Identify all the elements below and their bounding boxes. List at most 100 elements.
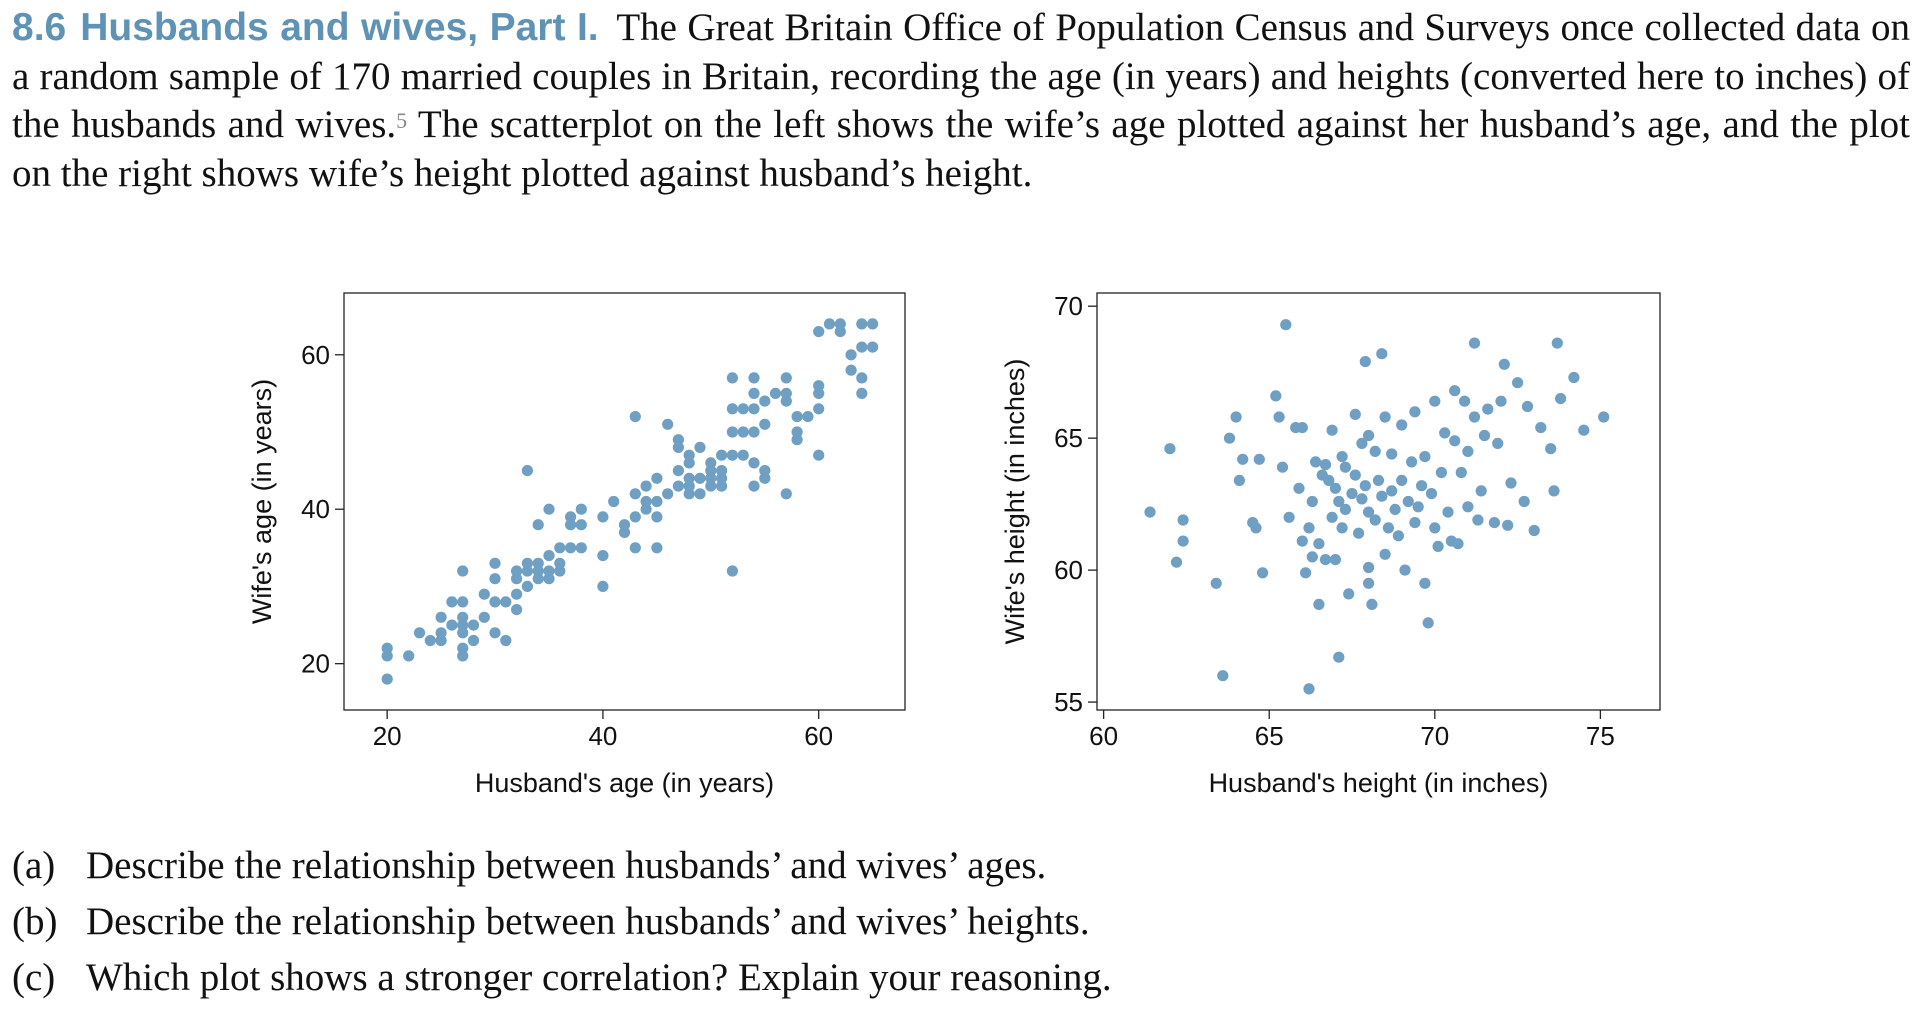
scatter-point <box>608 495 620 508</box>
scatter-point <box>1343 588 1355 600</box>
scatter-point <box>651 511 663 523</box>
scatter-point <box>1578 424 1590 436</box>
scatter-point <box>1300 567 1312 579</box>
scatter-point <box>748 457 760 469</box>
scatter-point <box>640 480 652 492</box>
scatter-point <box>780 395 792 407</box>
scatter-point <box>543 550 555 562</box>
scatter-point <box>1329 554 1341 566</box>
scatter-point <box>769 387 782 399</box>
question-label: (a) <box>12 844 56 887</box>
scatter-point <box>1409 406 1421 418</box>
scatter-point <box>759 472 771 484</box>
y-tick-label: 65 <box>1054 423 1083 453</box>
scatter-point <box>813 403 825 415</box>
scatter-point <box>1386 448 1398 460</box>
x-tick-label: 70 <box>1420 721 1449 751</box>
scatter-point <box>1296 535 1308 547</box>
scatter-point <box>1336 451 1348 463</box>
scatter-point <box>1379 411 1391 423</box>
scatter-point <box>1482 403 1494 415</box>
scatter-point <box>478 611 490 623</box>
scatter-point <box>1505 477 1517 489</box>
scatter-point <box>683 457 695 469</box>
y-tick-label: 55 <box>1054 687 1083 717</box>
scatter-point <box>1462 501 1474 513</box>
scatter-point <box>565 511 577 523</box>
scatter-point <box>489 573 501 585</box>
scatter-point <box>1495 395 1507 407</box>
scatter-point <box>1313 598 1325 611</box>
scatter-point <box>1283 511 1295 523</box>
scatter-point <box>1270 390 1282 402</box>
scatter-point <box>521 565 534 577</box>
scatter-point <box>1521 400 1534 413</box>
scatter-point <box>780 387 792 399</box>
scatter-point <box>737 403 749 415</box>
scatter-point <box>381 673 393 685</box>
scatter-point <box>726 372 739 384</box>
scatter-point <box>672 434 685 446</box>
scatter-point <box>651 472 663 484</box>
scatter-point <box>726 426 739 438</box>
scatter-point <box>1459 395 1471 407</box>
scatter-point <box>1333 495 1345 508</box>
scatter-point <box>424 634 436 647</box>
scatter-point <box>565 519 577 531</box>
scatter-point <box>1349 469 1361 481</box>
scatter-point <box>1356 493 1368 505</box>
scatter-point <box>1177 514 1189 526</box>
scatter-point <box>726 403 739 415</box>
scatter-point <box>1276 461 1289 473</box>
scatter-point <box>543 573 555 585</box>
scatter-point <box>629 411 641 423</box>
scatter-point <box>1462 445 1474 457</box>
scatter-point <box>597 580 609 593</box>
scatter-point <box>716 449 728 461</box>
scatter-point <box>1369 445 1381 457</box>
x-tick-label: 40 <box>588 721 617 751</box>
scatter-point <box>532 557 544 569</box>
scatter-point <box>1336 522 1348 534</box>
scatter-point <box>1492 437 1504 449</box>
scatter-point <box>1449 435 1461 447</box>
scatter-point <box>521 465 534 477</box>
scatter-point <box>1296 422 1308 434</box>
scatter-point <box>1412 501 1424 513</box>
scatter-point <box>403 650 415 662</box>
scatter-point <box>1419 577 1431 589</box>
question-c: (c) Which plot shows a stronger correlat… <box>12 950 1892 1006</box>
scatter-point <box>705 457 717 469</box>
scatter-point <box>1468 411 1481 423</box>
scatter-point <box>565 542 577 554</box>
scatter-point <box>510 588 523 600</box>
scatter-point <box>543 565 555 577</box>
scatter-point <box>726 565 739 577</box>
scatter-point <box>705 472 717 484</box>
scatter-point <box>1333 651 1345 663</box>
scatter-point <box>1359 356 1371 368</box>
scatter-point <box>672 441 685 453</box>
scatter-point <box>1310 456 1322 468</box>
question-list: (a) Describe the relationship between hu… <box>12 838 1892 1006</box>
x-tick-label: 65 <box>1255 721 1284 751</box>
scatter-point <box>1257 567 1269 579</box>
scatter-point <box>1313 538 1325 550</box>
scatter-point <box>1319 554 1332 566</box>
scatter-point <box>1376 490 1388 502</box>
scatter-point <box>543 503 555 515</box>
footnote-mark[interactable]: 5 <box>396 108 408 133</box>
scatter-point <box>1598 411 1610 423</box>
scatter-point <box>813 380 825 392</box>
scatter-point <box>1230 411 1242 423</box>
scatter-point <box>716 472 728 484</box>
scatter-point <box>845 364 857 376</box>
exercise-intro: The Great Britain Office of Population C… <box>12 6 1910 146</box>
plot-frame <box>1096 292 1661 711</box>
exercise-title: Husbands and wives, Part I. <box>80 6 599 49</box>
scatter-point <box>629 488 641 500</box>
scatter-point <box>1551 337 1563 349</box>
scatter-point <box>467 619 480 631</box>
x-axis-label: Husband's height (in inches) <box>1209 768 1549 798</box>
scatter-point <box>446 619 458 631</box>
